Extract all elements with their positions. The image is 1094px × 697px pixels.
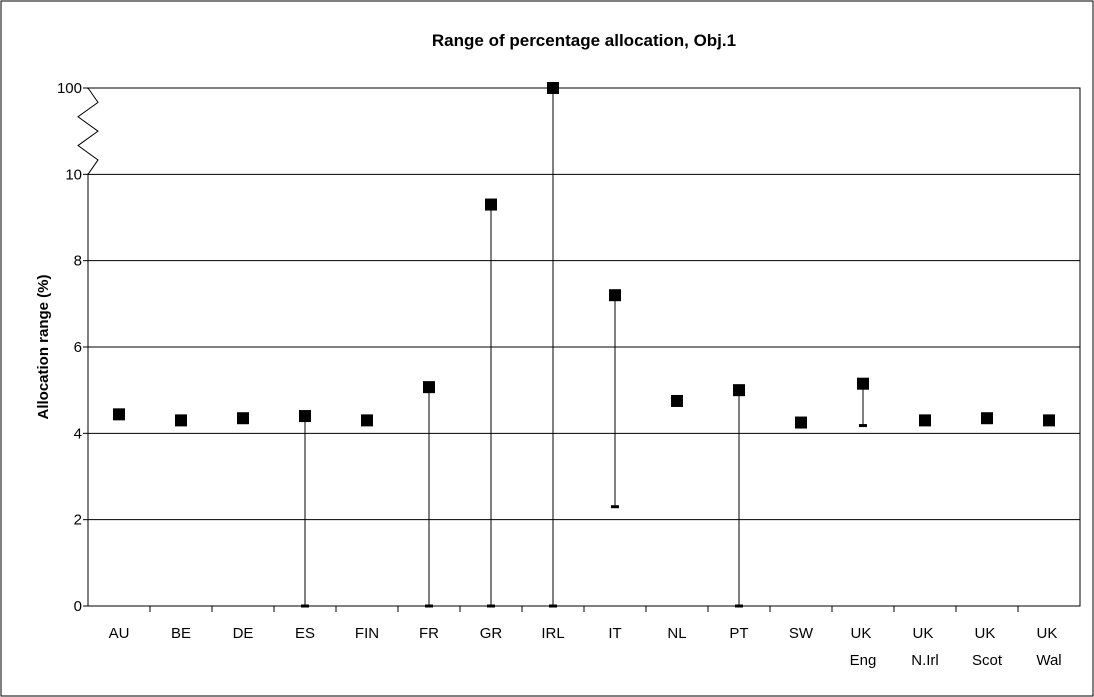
- x-tick-label: GR: [480, 625, 503, 642]
- y-tick-label: 2: [74, 512, 82, 529]
- x-tick-label-line: UK: [912, 625, 937, 642]
- y-tick-label: 6: [74, 339, 82, 356]
- high-marker: [1043, 414, 1055, 427]
- high-marker: [423, 381, 435, 394]
- x-tick-label: IT: [608, 625, 621, 642]
- low-marker: [859, 424, 867, 428]
- y-tick-label: 10: [65, 166, 82, 183]
- high-marker: [175, 414, 187, 427]
- x-tick-label: UK Wal: [1036, 625, 1061, 669]
- high-marker: [609, 289, 621, 302]
- x-tick-label-line: N.Irl: [911, 652, 939, 669]
- x-tick-label: UK Eng: [850, 625, 877, 669]
- low-marker: [301, 604, 309, 608]
- x-tick-label: SW: [789, 625, 814, 642]
- high-marker: [237, 412, 249, 425]
- high-marker: [857, 377, 869, 390]
- high-marker: [485, 198, 497, 211]
- x-tick-label: IRL: [541, 625, 564, 642]
- x-tick-label: AU: [109, 625, 130, 642]
- low-marker: [487, 604, 495, 608]
- x-tick-label-line: Wal: [1036, 652, 1061, 669]
- x-tick-label-line: Scot: [972, 652, 1003, 669]
- y-tick-label: 4: [74, 425, 82, 442]
- x-tick-label: UK Scot: [972, 625, 1003, 669]
- y-tick-label: 8: [74, 253, 82, 270]
- low-marker: [611, 505, 619, 509]
- high-marker: [113, 408, 125, 421]
- x-tick-label-line: UK: [850, 625, 875, 642]
- x-tick-label: PT: [729, 625, 748, 642]
- x-tick-label-line: UK: [1036, 625, 1061, 642]
- x-tick-label-line: UK: [974, 625, 999, 642]
- x-tick-label: UK N.Irl: [911, 625, 939, 669]
- low-marker: [549, 604, 557, 608]
- high-marker: [299, 410, 311, 423]
- low-marker: [425, 604, 433, 608]
- high-marker: [795, 416, 807, 429]
- x-tick-label: NL: [667, 625, 686, 642]
- axis-break: [77, 87, 99, 175]
- high-marker: [361, 414, 373, 427]
- high-marker: [733, 384, 745, 397]
- high-marker: [919, 414, 931, 427]
- y-tick-label: 100: [57, 80, 82, 97]
- high-marker: [671, 394, 683, 407]
- low-marker: [735, 604, 743, 608]
- x-tick-label: FIN: [355, 625, 379, 642]
- axis-break-cover: [87, 89, 89, 174]
- x-tick-label: BE: [171, 625, 191, 642]
- x-tick-label: FR: [419, 625, 439, 642]
- chart-title: Range of percentage allocation, Obj.1: [432, 31, 736, 50]
- high-marker: [981, 412, 993, 425]
- y-axis-label: Allocation range (%): [35, 274, 52, 419]
- y-tick-label: 0: [74, 598, 82, 615]
- high-marker: [547, 82, 559, 94]
- x-tick-label-line: Eng: [850, 652, 877, 669]
- x-tick-label: DE: [233, 625, 254, 642]
- x-tick-label: ES: [295, 625, 315, 642]
